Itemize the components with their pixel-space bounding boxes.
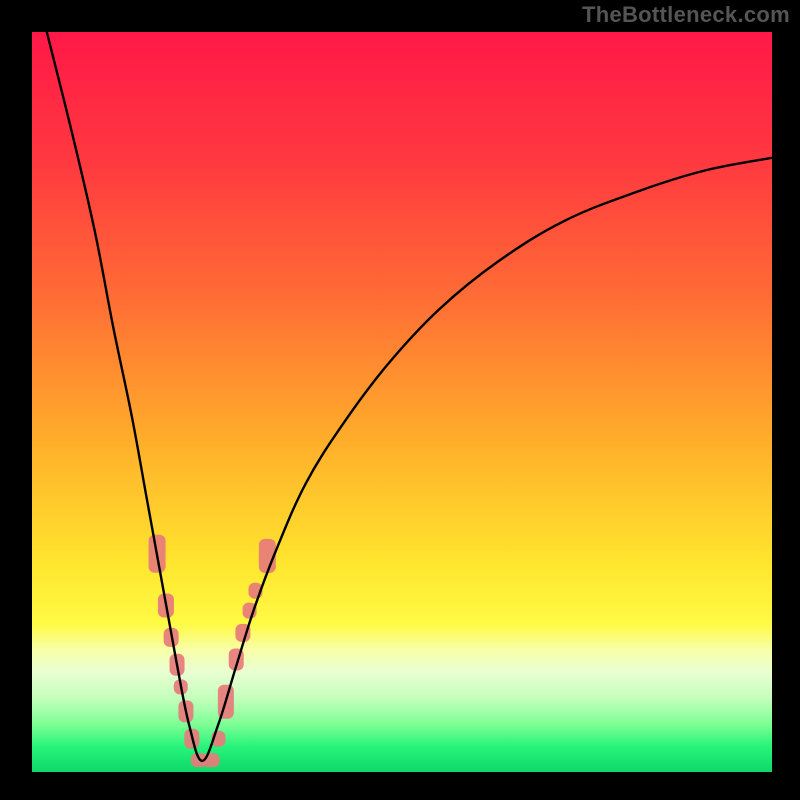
bottleneck-curve-chart [32,32,772,772]
chart-stage: TheBottleneck.com [0,0,800,800]
plot-area [32,32,772,772]
watermark-label: TheBottleneck.com [582,2,790,28]
gradient-background [32,32,772,772]
